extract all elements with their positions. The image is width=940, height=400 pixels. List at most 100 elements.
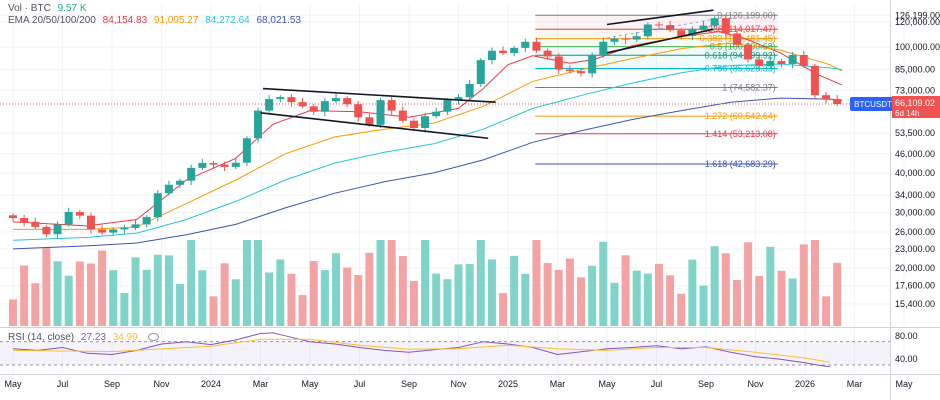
candle [799, 54, 808, 66]
candle [732, 33, 741, 45]
volume-bar [209, 296, 218, 326]
ema-legend-label: EMA 20/50/100/200 [8, 15, 96, 26]
candle [577, 71, 586, 74]
candle [499, 50, 508, 54]
volume-bar [565, 258, 574, 326]
candle [153, 193, 162, 218]
volume-bar [120, 292, 129, 326]
ema200-value: 68,021.53 [256, 15, 301, 26]
time-tick-label: Mar [847, 379, 863, 389]
candle [98, 229, 107, 233]
candle [9, 215, 17, 219]
volume-bar [131, 257, 140, 326]
volume-bar [354, 275, 363, 326]
time-tick-label: 2025 [498, 379, 518, 389]
candle [320, 101, 329, 112]
candle [677, 30, 686, 37]
volume-bar [588, 265, 597, 326]
price-tick-label: 26,000.00 [895, 227, 935, 237]
fib-band [535, 55, 778, 69]
volume-bar [343, 267, 352, 326]
price-tick-label: 17,600.00 [895, 281, 935, 291]
candle [164, 184, 173, 194]
fib-level-label: 0.236 (114,017.47) [700, 24, 775, 34]
fib-level-label: 1.272 (60,542.64) [705, 111, 776, 121]
candle [643, 24, 652, 37]
candle [810, 65, 819, 96]
volume-bar [398, 255, 407, 326]
candle [565, 69, 574, 72]
fib-level-label: 1 (74,582.37) [722, 82, 776, 92]
time-tick-label: 2026 [795, 379, 815, 389]
time-tick-label: Mar [550, 379, 566, 389]
volume-bar [276, 259, 285, 326]
candle [365, 117, 374, 125]
price-tag [892, 95, 940, 118]
volume-bar [42, 247, 51, 326]
price-tick-label: 126,199.00 [895, 10, 940, 20]
rsi-tick-label: 40.00 [895, 354, 918, 364]
symbol-tag-label: BTCUSDT [854, 100, 892, 109]
candle [710, 18, 719, 26]
volume-bar [476, 240, 485, 326]
volume-bar [86, 263, 95, 326]
volume-bar [309, 261, 318, 326]
trendline [606, 9, 714, 26]
time-tick-label: 2024 [201, 379, 221, 389]
price-tick-label: 20,000.00 [895, 263, 935, 273]
volume-bar [142, 269, 151, 326]
volume-bar [421, 240, 430, 326]
rsi-value: 27.23 [80, 332, 106, 343]
volume-bar [443, 279, 452, 326]
fib-band [535, 46, 778, 56]
candle [209, 163, 218, 165]
time-tick-label: Mar [253, 379, 269, 389]
volume-bar [755, 276, 764, 326]
candle [109, 229, 118, 233]
ema20-value: 84,154.83 [102, 15, 148, 26]
volume-bar [409, 280, 418, 326]
volume-bar [599, 241, 608, 326]
volume-bar [621, 255, 630, 326]
volume-bar [231, 279, 240, 326]
candle [666, 25, 675, 31]
volume-bar [499, 293, 508, 326]
price-tag-countdown: 6d 14h [895, 109, 919, 118]
trendline [262, 87, 496, 103]
fib-level-label: 1.618 (42,683.29) [705, 159, 776, 169]
candle [131, 224, 140, 228]
volume-bar [164, 255, 173, 326]
price-tick-label: 73,000.00 [895, 85, 935, 95]
candle [599, 41, 608, 56]
volume-bar [577, 277, 586, 326]
candle [354, 104, 363, 118]
rsi-tick-label: 80.00 [895, 331, 918, 341]
eye-icon[interactable] [147, 333, 159, 342]
candle [632, 36, 641, 40]
price-tick-label: 40,000.00 [895, 168, 935, 178]
candle [120, 227, 129, 230]
candle [755, 59, 764, 66]
volume-bar [521, 273, 530, 326]
volume-bar [432, 273, 441, 326]
trendline [260, 112, 489, 140]
time-tick-label: May [598, 379, 616, 389]
time-tick-label: Sep [401, 379, 417, 389]
volume-bar [365, 252, 374, 326]
volume-bar [109, 270, 118, 326]
candle [510, 47, 519, 54]
volume-bar [721, 253, 730, 326]
volume-legend: Vol · BTC 9.57 K [8, 2, 91, 15]
candle [521, 41, 530, 48]
fib-level-label: 1.414 (53,213.08) [705, 129, 776, 139]
fib-level-label: 0 (126,199.00) [717, 10, 776, 20]
candle [822, 95, 831, 100]
price-tick-label: 100,000.00 [895, 42, 940, 52]
volume-bar [331, 253, 340, 326]
time-tick-label: Nov [747, 379, 764, 389]
candle [744, 44, 753, 60]
volume-bar [298, 295, 307, 326]
candle [788, 54, 797, 64]
volume-bar [320, 270, 329, 326]
